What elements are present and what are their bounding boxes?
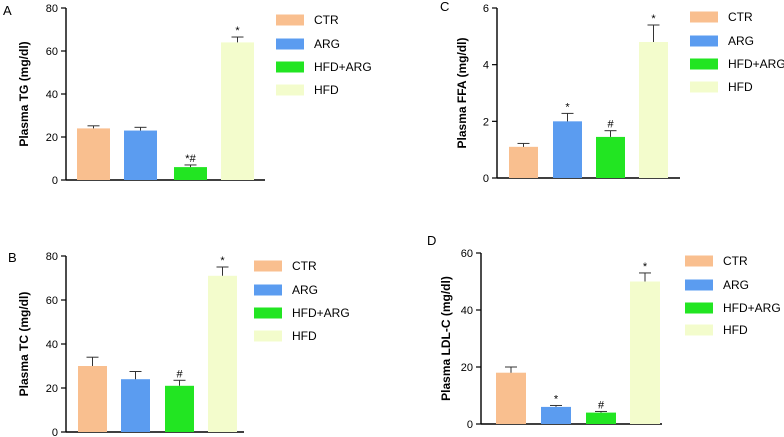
legend-label-hfd-plus-arg: HFD+ARG bbox=[314, 60, 372, 74]
legend-label-arg: ARG bbox=[728, 34, 754, 48]
panel-c: C Plasma FFA (mg/dl) 0 2 4 6 * # * CTR ARG HFD+ARG H… bbox=[440, 0, 784, 185]
panel-letter: C bbox=[440, 0, 449, 14]
legend-label-arg: ARG bbox=[723, 278, 749, 292]
bar-arg bbox=[553, 121, 582, 178]
y-axis-title: Plasma TC (mg/dl) bbox=[17, 292, 31, 397]
legend-swatch-hfd bbox=[276, 84, 304, 96]
significance-label-hfd-plus-arg: # bbox=[607, 119, 614, 131]
legend-swatch-hfd-plus-arg bbox=[276, 61, 304, 73]
legend-swatch-hfd bbox=[685, 324, 713, 336]
legend-label-ctr: CTR bbox=[292, 259, 317, 273]
panel-letter: A bbox=[3, 3, 12, 18]
legend-swatch-ctr bbox=[690, 11, 718, 23]
y-tick-label: 20 bbox=[46, 132, 58, 144]
bar-hfd bbox=[639, 42, 668, 178]
significance-label-hfd: * bbox=[220, 255, 225, 267]
bar-ctr bbox=[496, 372, 526, 424]
bar-arg bbox=[541, 406, 571, 424]
legend-swatch-hfd-plus-arg bbox=[685, 302, 713, 314]
legend-swatch-hfd bbox=[254, 330, 282, 342]
y-tick-label: 60 bbox=[46, 295, 58, 307]
bar-ctr bbox=[78, 366, 107, 432]
y-tick-label: 0 bbox=[52, 175, 58, 187]
y-tick-label: 20 bbox=[46, 383, 58, 395]
y-axis-title: Plasma FFA (mg/dl) bbox=[455, 38, 469, 149]
significance-label-hfd: * bbox=[235, 25, 240, 37]
legend-label-ctr: CTR bbox=[314, 13, 339, 27]
y-axis-title: Plasma TG (mg/dl) bbox=[17, 41, 31, 146]
bar-hfd bbox=[630, 281, 660, 424]
bar-hfd-plus-arg bbox=[586, 412, 616, 424]
y-tick-label: 60 bbox=[461, 248, 473, 260]
y-tick-label: 80 bbox=[46, 251, 58, 263]
legend-swatch-hfd-plus-arg bbox=[254, 307, 282, 319]
panel-letter: B bbox=[8, 250, 17, 265]
y-tick-label: 40 bbox=[46, 339, 58, 351]
bar-hfd-plus-arg bbox=[165, 385, 194, 432]
bar-ctr bbox=[77, 128, 110, 180]
legend-swatch-hfd-plus-arg bbox=[690, 58, 718, 70]
y-tick-label: 2 bbox=[483, 116, 489, 128]
panel-b: B Plasma TC (mg/dl) 0 20 40 60 80 # * CTR ARG HFD+A… bbox=[8, 250, 350, 437]
significance-label-hfd-plus-arg: *# bbox=[185, 153, 196, 165]
legend-label-hfd: HFD bbox=[292, 329, 317, 343]
y-tick-label: 4 bbox=[483, 60, 489, 72]
y-tick-label: 6 bbox=[483, 3, 489, 15]
legend-label-ctr: CTR bbox=[728, 10, 753, 24]
legend-swatch-arg bbox=[690, 35, 718, 47]
panel-a: A Plasma TG (mg/dl) 0 20 40 60 80 *# * CTR ARG HFD+… bbox=[3, 3, 372, 187]
legend-swatch-arg bbox=[276, 38, 304, 50]
significance-label-hfd-plus-arg: # bbox=[598, 399, 605, 411]
y-tick-label: 0 bbox=[483, 173, 489, 185]
y-tick-label: 40 bbox=[461, 305, 473, 317]
legend-label-arg: ARG bbox=[314, 37, 340, 51]
y-tick-label: 60 bbox=[46, 46, 58, 58]
legend-label-hfd-plus-arg: HFD+ARG bbox=[292, 306, 350, 320]
panel-letter: D bbox=[427, 233, 436, 248]
y-tick-label: 20 bbox=[461, 362, 473, 374]
bar-hfd bbox=[221, 42, 254, 181]
significance-label-hfd: * bbox=[643, 261, 648, 273]
bar-arg bbox=[121, 379, 150, 432]
legend-label-ctr: CTR bbox=[723, 254, 748, 268]
legend-swatch-ctr bbox=[685, 255, 713, 267]
significance-label-arg: * bbox=[565, 101, 570, 113]
legend-label-arg: ARG bbox=[292, 283, 318, 297]
bar-hfd bbox=[208, 275, 237, 432]
legend-swatch-ctr bbox=[276, 14, 304, 26]
legend-label-hfd: HFD bbox=[728, 80, 753, 94]
y-tick-label: 80 bbox=[46, 3, 58, 15]
legend-label-hfd-plus-arg: HFD+ARG bbox=[723, 301, 781, 315]
bar-hfd-plus-arg bbox=[174, 167, 207, 180]
legend-swatch-hfd bbox=[690, 81, 718, 93]
y-tick-label: 0 bbox=[52, 427, 58, 437]
significance-label-hfd-plus-arg: # bbox=[176, 368, 183, 380]
significance-label-arg: * bbox=[554, 393, 559, 405]
legend-label-hfd: HFD bbox=[723, 323, 748, 337]
y-axis-title: Plasma LDL-C (mg/dl) bbox=[439, 276, 453, 401]
y-tick-label: 40 bbox=[46, 89, 58, 101]
bar-hfd-plus-arg bbox=[596, 136, 625, 178]
significance-label-hfd: * bbox=[651, 13, 656, 25]
legend-swatch-ctr bbox=[254, 260, 282, 272]
bar-ctr bbox=[509, 146, 538, 178]
legend-swatch-arg bbox=[685, 279, 713, 291]
y-tick-label: 0 bbox=[467, 419, 473, 431]
bar-arg bbox=[124, 130, 157, 180]
legend-label-hfd: HFD bbox=[314, 83, 339, 97]
legend-label-hfd-plus-arg: HFD+ARG bbox=[728, 57, 784, 71]
legend-swatch-arg bbox=[254, 284, 282, 296]
panel-d: D Plasma LDL-C (mg/dl) 0 20 40 60 * # * CTR ARG HFD… bbox=[427, 233, 781, 431]
